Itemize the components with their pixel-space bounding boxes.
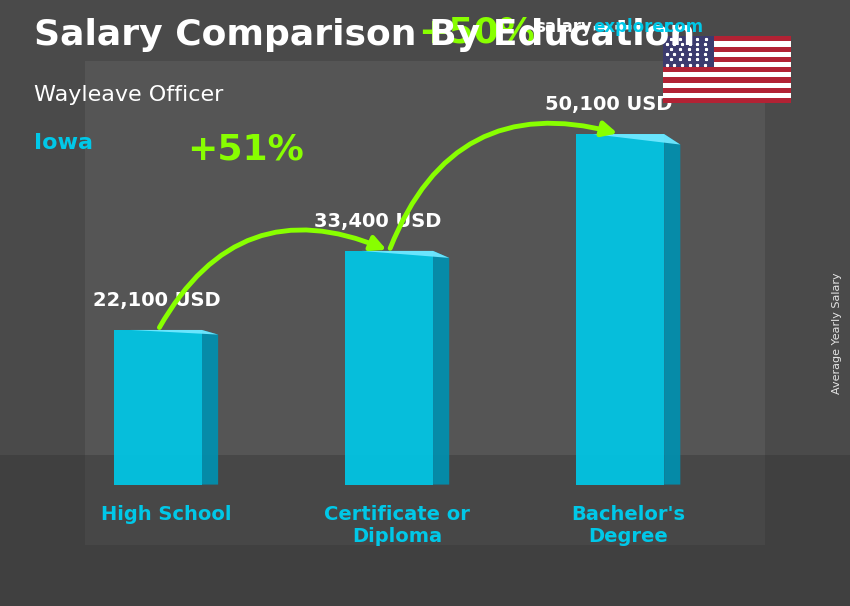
Bar	[663, 36, 790, 41]
Bar	[663, 57, 790, 62]
Bar	[663, 72, 790, 78]
Bar	[663, 52, 790, 57]
Bar	[663, 36, 714, 67]
Text: 50,100 USD: 50,100 USD	[545, 95, 672, 114]
Bar	[663, 67, 790, 72]
Bar	[663, 82, 790, 88]
Text: Average Yearly Salary: Average Yearly Salary	[832, 273, 842, 394]
FancyArrowPatch shape	[390, 123, 612, 248]
Bar	[114, 330, 202, 485]
Bar	[663, 47, 790, 52]
FancyArrowPatch shape	[160, 230, 382, 327]
Polygon shape	[664, 134, 680, 485]
Polygon shape	[433, 251, 449, 485]
Polygon shape	[202, 330, 218, 485]
Text: Iowa: Iowa	[34, 133, 93, 153]
Text: Salary Comparison By Education: Salary Comparison By Education	[34, 18, 695, 52]
Text: salary: salary	[536, 18, 592, 36]
Text: 22,100 USD: 22,100 USD	[94, 291, 221, 310]
Text: High School: High School	[101, 505, 231, 524]
Bar	[663, 41, 790, 47]
Bar	[0, 454, 850, 606]
Text: Wayleave Officer: Wayleave Officer	[34, 85, 224, 105]
Bar	[85, 61, 765, 545]
Bar	[663, 62, 790, 67]
Polygon shape	[576, 134, 680, 145]
Bar	[663, 93, 790, 98]
Bar	[663, 88, 790, 93]
Bar	[345, 251, 433, 485]
Text: +51%: +51%	[188, 133, 304, 167]
Bar	[663, 98, 790, 103]
Bar	[576, 134, 664, 485]
Text: .com: .com	[658, 18, 703, 36]
Polygon shape	[114, 330, 218, 335]
Text: Bachelor's
Degree: Bachelor's Degree	[571, 505, 685, 546]
Polygon shape	[345, 251, 449, 258]
Text: +50%: +50%	[418, 16, 536, 50]
Text: 33,400 USD: 33,400 USD	[314, 211, 441, 231]
Text: Certificate or
Diploma: Certificate or Diploma	[325, 505, 470, 546]
Text: explorer: explorer	[593, 18, 672, 36]
Bar	[663, 78, 790, 82]
